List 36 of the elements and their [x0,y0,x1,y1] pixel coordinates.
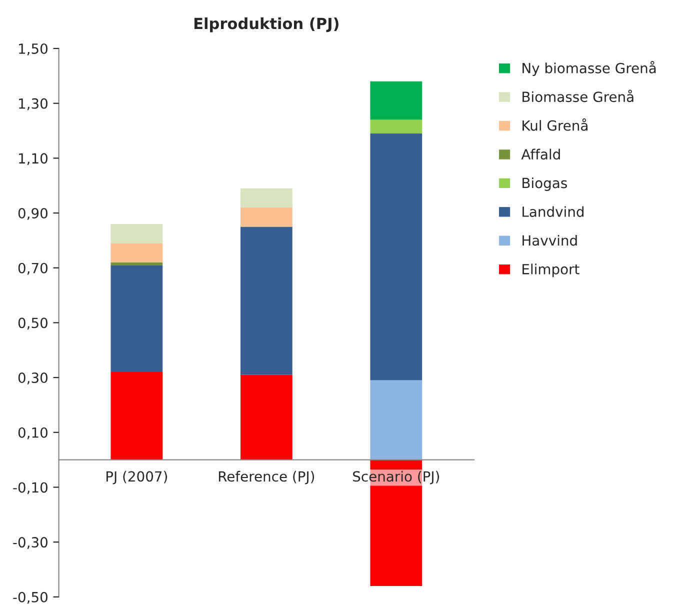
y-tick-label: 0,10 [18,427,48,440]
y-tick-label: 1,10 [19,153,48,166]
bar [110,372,163,460]
y-tick-label: 0,50 [18,318,48,330]
legend-label: Elimport [522,264,580,278]
bar [110,243,163,262]
y-tick-label: 0,70 [18,262,48,275]
bar [110,224,163,244]
bar [370,380,422,460]
bar [240,188,292,208]
y-tick-label: 1,30 [19,98,48,110]
y-tick-label: -0,10 [13,482,48,494]
legend-label: Affald [521,148,560,160]
x-tick-label: Scenario (PJ) [353,470,440,484]
bar [370,81,422,120]
bar [370,120,422,134]
legend-label: Ny biomasse Grenå [522,60,656,76]
bar [240,374,292,460]
bar [110,262,163,266]
legend-label: Landvind [522,206,584,217]
chart-title: Elproduktion (PJ) [194,17,338,32]
y-tick-label: -0,30 [13,537,48,549]
y-tick-label: -0,50 [13,592,48,604]
bar [240,226,292,375]
x-tick-label: Reference (PJ) [218,470,314,484]
y-tick-label: 0,30 [18,372,48,384]
x-tick-label: PJ (2007) [106,470,168,484]
legend-label: Biomasse Grenå [522,90,634,102]
legend-label: Biogas [522,178,567,191]
bar [240,208,292,227]
y-tick-label: 0,90 [18,208,48,220]
legend-label: Havvind [522,234,577,246]
legend-label: Kul Grenå [522,118,588,131]
bar [370,133,422,380]
y-tick-label: 1,50 [19,43,48,56]
bar [110,265,163,372]
